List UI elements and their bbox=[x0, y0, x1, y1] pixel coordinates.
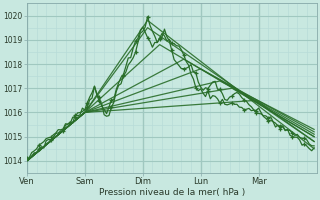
X-axis label: Pression niveau de la mer( hPa ): Pression niveau de la mer( hPa ) bbox=[99, 188, 245, 197]
